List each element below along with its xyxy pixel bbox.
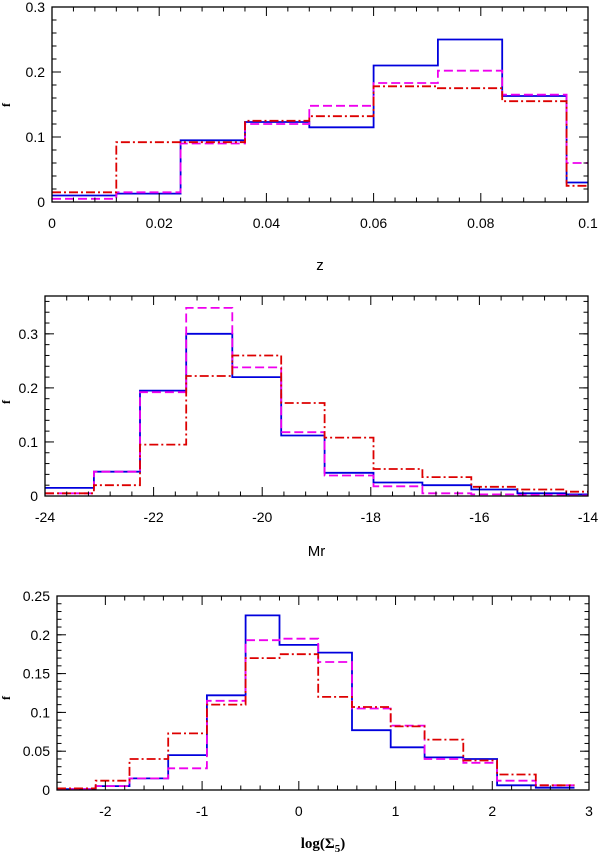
series-red-dashdot [52,85,588,194]
series-magenta-dashed [52,69,588,200]
x-tick-label: -14 [578,509,598,525]
x-tick-label: -20 [252,509,272,525]
x-tick-label: 0.06 [360,215,387,231]
y-tick-label: 0.3 [19,326,39,342]
panel-local-density: -2 -1 0 1 2 3 0 0.05 0.1 0.15 0.2 0.25 f log(Σ5) [0,588,593,855]
x-tick-label: 0.04 [253,215,280,231]
series-magenta-dashed [57,637,575,791]
x-tick-label: -1 [196,803,209,819]
series-red-dashdot [45,354,588,495]
x-tick-label: -18 [361,509,381,525]
y-tick-label: 0.25 [23,588,50,604]
x-axis-label: Mr [308,543,326,560]
y-tick-label: 0.2 [31,627,51,643]
y-tick-label: 0.2 [19,380,39,396]
x-axis-label: log(Σ5) [301,836,345,855]
series-blue-solid [52,38,588,197]
y-tick-label: 0.2 [26,64,46,80]
x-tick-label: 0.08 [467,215,494,231]
x-tick-label: -22 [143,509,163,525]
x-tick-label: 2 [488,803,496,819]
plot-frame [44,295,589,497]
x-tick-label: 0.1 [578,215,598,231]
x-axis-label: z [316,257,324,274]
y-tick-label: 0 [30,488,38,504]
x-tick-label: 1 [392,803,400,819]
y-tick-label: 0 [37,194,45,210]
panel-absolute-magnitude: -24 -22 -20 -18 -16 -14 0 0.1 0.2 0.3 f Mr [0,295,598,560]
y-axis-label: f [0,102,13,107]
series-magenta-dashed [45,307,588,497]
panel-redshift: 0 0.02 0.04 0.06 0.08 0.1 0 0.1 0.2 0.3 f z [0,0,598,274]
y-tick-label: 0 [42,782,50,798]
x-tick-label: 0 [295,803,303,819]
plot-frame [51,6,589,203]
y-tick-label: 0.1 [19,434,39,450]
y-axis-label: f [0,399,13,404]
series-blue-solid [45,332,588,496]
x-tick-label: 3 [585,803,593,819]
x-tick-label: -2 [99,803,112,819]
y-axis-label: f [0,695,13,700]
series-red-dashdot [57,653,575,790]
y-tick-label: 0.1 [26,129,46,145]
x-tick-label: 0 [48,215,56,231]
y-tick-label: 0.15 [23,666,50,682]
y-tick-label: 0.05 [23,743,50,759]
x-tick-label: -24 [35,509,55,525]
plot-frame [56,595,590,791]
y-tick-label: 0.1 [31,704,51,720]
y-tick-label: 0.3 [26,0,46,15]
x-tick-label: -16 [469,509,489,525]
x-tick-label: 0.02 [146,215,173,231]
